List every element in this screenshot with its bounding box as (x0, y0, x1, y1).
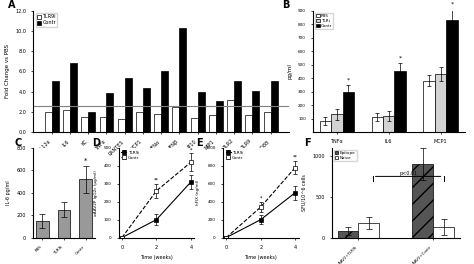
Text: F: F (304, 138, 310, 148)
Bar (246, 115, 252, 132)
Text: *: * (84, 158, 87, 164)
Bar (343, 92, 354, 132)
X-axis label: Time (weeks): Time (weeks) (140, 255, 173, 260)
Text: *: * (259, 196, 262, 201)
Bar (394, 71, 406, 132)
Text: **: ** (154, 178, 159, 183)
Bar (179, 28, 186, 132)
Bar (118, 119, 125, 132)
Y-axis label: Fold Change vs PBS: Fold Change vs PBS (5, 44, 10, 98)
Bar (198, 92, 205, 132)
Bar (252, 91, 259, 132)
Bar (136, 112, 143, 132)
Text: p<0.01: p<0.01 (399, 171, 417, 176)
Bar (216, 101, 223, 132)
Bar (209, 115, 216, 132)
Text: *: * (450, 2, 454, 7)
Bar (331, 115, 343, 132)
Text: C: C (15, 138, 22, 148)
Bar (227, 100, 234, 132)
Y-axis label: SFU/10^6 cells: SFU/10^6 cells (302, 174, 307, 211)
Text: *: * (346, 77, 350, 82)
Bar (57, 210, 71, 238)
Bar (234, 81, 241, 132)
Bar (412, 164, 433, 238)
Bar (88, 112, 95, 132)
Text: E: E (196, 138, 203, 148)
Legend: Epitope, Naive: Epitope, Naive (334, 150, 356, 161)
Bar (173, 107, 179, 132)
Bar (446, 20, 457, 132)
Bar (337, 231, 358, 238)
Bar (63, 110, 70, 132)
Bar (100, 117, 107, 132)
Bar (423, 81, 435, 132)
Legend: PBS, TLRi, Contr: PBS, TLRi, Contr (315, 13, 333, 29)
Bar (264, 112, 271, 132)
Bar (271, 81, 277, 132)
Text: B: B (283, 0, 290, 10)
Bar (372, 117, 383, 132)
Bar (433, 227, 454, 238)
Bar (320, 121, 331, 132)
Y-axis label: IL-6 pg/ml: IL-6 pg/ml (6, 180, 11, 205)
Bar (125, 78, 132, 132)
Text: *: * (399, 55, 401, 60)
Bar (36, 221, 49, 238)
Bar (191, 118, 198, 132)
Y-axis label: pg/ml: pg/ml (287, 63, 292, 79)
Bar (143, 88, 150, 132)
X-axis label: Time (weeks): Time (weeks) (244, 255, 277, 260)
Bar (161, 71, 168, 132)
Bar (435, 74, 446, 132)
Bar (383, 116, 394, 132)
Legend: TLR9i, Contr: TLR9i, Contr (120, 150, 140, 161)
Bar (45, 112, 52, 132)
Text: *: * (190, 147, 192, 152)
Bar (358, 223, 379, 238)
Bar (70, 63, 77, 132)
Bar (81, 117, 88, 132)
Text: A: A (8, 0, 15, 10)
Bar (107, 93, 113, 132)
Bar (52, 81, 59, 132)
Bar (79, 179, 92, 238)
Y-axis label: αAAV2P IgG2c (μg/ml): αAAV2P IgG2c (μg/ml) (94, 170, 98, 216)
Legend: TLR9i, Contr: TLR9i, Contr (225, 150, 244, 161)
Bar (154, 114, 161, 132)
Y-axis label: hFIX (ng/ml): hFIX (ng/ml) (196, 180, 200, 205)
Text: **: ** (292, 155, 298, 160)
Text: D: D (92, 138, 100, 148)
Legend: TLR9i, Contr: TLR9i, Contr (36, 13, 57, 27)
